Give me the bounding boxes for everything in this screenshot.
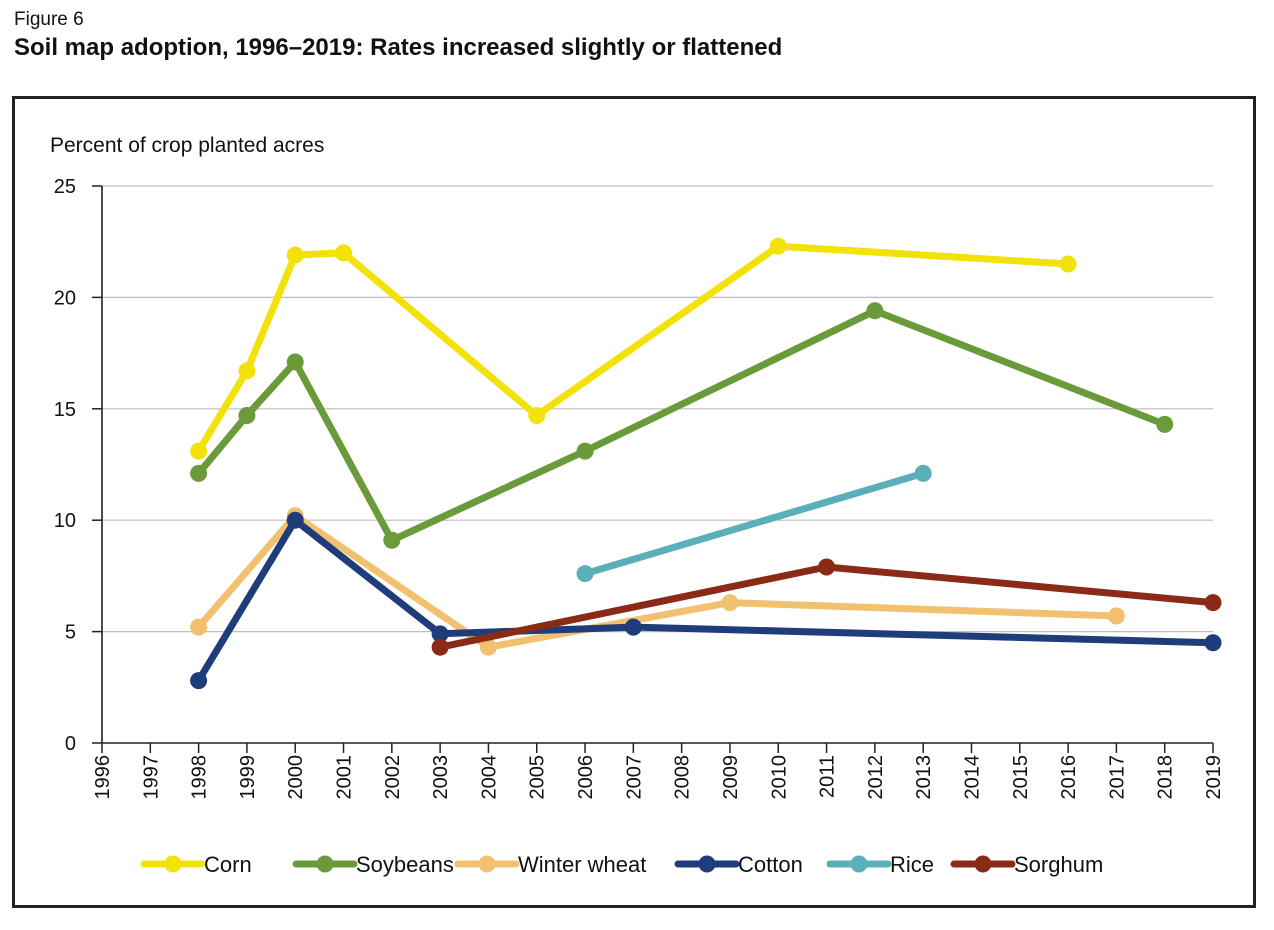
x-tick-label: 2005 bbox=[527, 755, 549, 800]
x-tick-label: 2008 bbox=[672, 755, 694, 800]
figure-label: Figure 6 bbox=[14, 9, 84, 30]
data-point-cotton bbox=[624, 618, 642, 636]
axes: 0 5 10 15 20 25 1996 1997 1998 1999 2000 2001 2002 20… bbox=[54, 176, 1225, 800]
x-tick-label: 2003 bbox=[430, 755, 452, 800]
data-point-soybeans bbox=[190, 464, 208, 482]
data-point-soybeans bbox=[1156, 415, 1174, 433]
data-point-soybeans bbox=[576, 442, 594, 460]
chart-frame bbox=[12, 96, 1256, 908]
data-point-corn bbox=[335, 244, 353, 262]
y-tick-label: 5 bbox=[65, 622, 76, 644]
legend-label-rice: Rice bbox=[890, 852, 934, 877]
legend-label-corn: Corn bbox=[204, 852, 252, 877]
x-tick-label: 2004 bbox=[478, 755, 500, 800]
chart-title: Soil map adoption, 1996–2019: Rates incr… bbox=[14, 34, 783, 61]
data-point-sorghum bbox=[818, 558, 836, 576]
y-tick-label: 20 bbox=[54, 287, 76, 309]
legend-item-soybeans: Soybeans bbox=[292, 852, 454, 877]
legend-item-corn: Corn bbox=[140, 852, 252, 877]
x-tick-label: 2019 bbox=[1203, 755, 1225, 800]
series-line-rice bbox=[581, 469, 927, 578]
legend-item-sorghum: Sorghum bbox=[950, 852, 1103, 877]
x-tick-label: 1996 bbox=[92, 755, 114, 800]
x-tick-label: 2007 bbox=[623, 755, 645, 800]
x-tick-label: 2010 bbox=[768, 755, 790, 800]
legend-marker-corn bbox=[164, 855, 182, 873]
x-tick-label: 1997 bbox=[140, 755, 162, 800]
x-tick-label: 1999 bbox=[237, 755, 259, 800]
legend-label-winter-wheat: Winter wheat bbox=[518, 852, 646, 877]
series-cotton bbox=[190, 511, 1222, 690]
data-point-winter-wheat bbox=[479, 638, 497, 656]
legend-label-soybeans: Soybeans bbox=[356, 852, 454, 877]
series-soybeans bbox=[190, 302, 1174, 549]
x-tick-label: 2015 bbox=[1010, 755, 1032, 800]
legend-marker-winter-wheat bbox=[478, 855, 496, 873]
gridlines bbox=[102, 185, 1213, 633]
data-point-cotton bbox=[431, 625, 449, 643]
data-point-soybeans bbox=[238, 406, 256, 424]
y-tick-label: 10 bbox=[54, 510, 76, 532]
data-point-corn bbox=[769, 237, 787, 255]
legend-label-cotton: Cotton bbox=[738, 852, 803, 877]
y-axis-label: Percent of crop planted acres bbox=[50, 134, 324, 157]
data-point-corn bbox=[238, 362, 256, 380]
y-tick-label: 15 bbox=[54, 399, 76, 421]
y-tick-label: 25 bbox=[54, 176, 76, 198]
x-tick-label: 2017 bbox=[1106, 755, 1128, 800]
data-point-rice bbox=[914, 464, 932, 482]
x-tick-label: 2012 bbox=[865, 755, 887, 800]
legend-marker-soybeans bbox=[316, 855, 334, 873]
legend: Corn Soybeans Winter wheat Cotton Rice Sorghu… bbox=[140, 852, 1103, 877]
series-line-cotton bbox=[195, 516, 1217, 685]
data-point-winter-wheat bbox=[190, 618, 208, 636]
data-point-corn bbox=[1059, 255, 1077, 273]
data-point-cotton bbox=[190, 672, 208, 690]
legend-marker-sorghum bbox=[974, 855, 992, 873]
x-tick-label: 2016 bbox=[1058, 755, 1080, 800]
data-point-corn bbox=[528, 406, 546, 424]
data-point-soybeans bbox=[866, 302, 884, 320]
data-point-winter-wheat bbox=[721, 594, 739, 612]
series-lines bbox=[190, 237, 1222, 690]
data-point-cotton bbox=[286, 511, 304, 529]
data-point-soybeans bbox=[383, 531, 401, 549]
legend-marker-rice bbox=[850, 855, 868, 873]
legend-item-cotton: Cotton bbox=[674, 852, 803, 877]
legend-item-rice: Rice bbox=[826, 852, 934, 877]
y-tick-label: 0 bbox=[65, 733, 76, 755]
data-point-sorghum bbox=[1204, 594, 1222, 612]
x-tick-label: 2011 bbox=[817, 755, 839, 798]
x-tick-label: 1998 bbox=[189, 755, 211, 800]
legend-label-sorghum: Sorghum bbox=[1014, 852, 1103, 877]
x-tick-label: 2018 bbox=[1155, 755, 1177, 800]
x-tick-label: 2013 bbox=[913, 755, 935, 800]
legend-item-winter-wheat: Winter wheat bbox=[454, 852, 646, 877]
series-line-soybeans bbox=[195, 307, 1169, 544]
data-point-corn bbox=[190, 442, 208, 460]
data-point-rice bbox=[576, 565, 594, 583]
data-point-cotton bbox=[1204, 634, 1222, 652]
x-tick-label: 2000 bbox=[285, 755, 307, 800]
x-tick-label: 2009 bbox=[720, 755, 742, 800]
x-tick-label: 2001 bbox=[334, 755, 356, 800]
data-point-winter-wheat bbox=[1107, 607, 1125, 625]
series-sorghum bbox=[431, 558, 1222, 656]
data-point-sorghum bbox=[431, 638, 449, 656]
data-point-soybeans bbox=[286, 353, 304, 371]
legend-marker-cotton bbox=[698, 855, 716, 873]
data-point-corn bbox=[286, 246, 304, 264]
x-tick-label: 2006 bbox=[575, 755, 597, 800]
series-rice bbox=[576, 464, 932, 583]
x-tick-label: 2014 bbox=[961, 755, 983, 800]
x-tick-label: 2002 bbox=[382, 755, 404, 800]
series-corn bbox=[190, 237, 1077, 460]
